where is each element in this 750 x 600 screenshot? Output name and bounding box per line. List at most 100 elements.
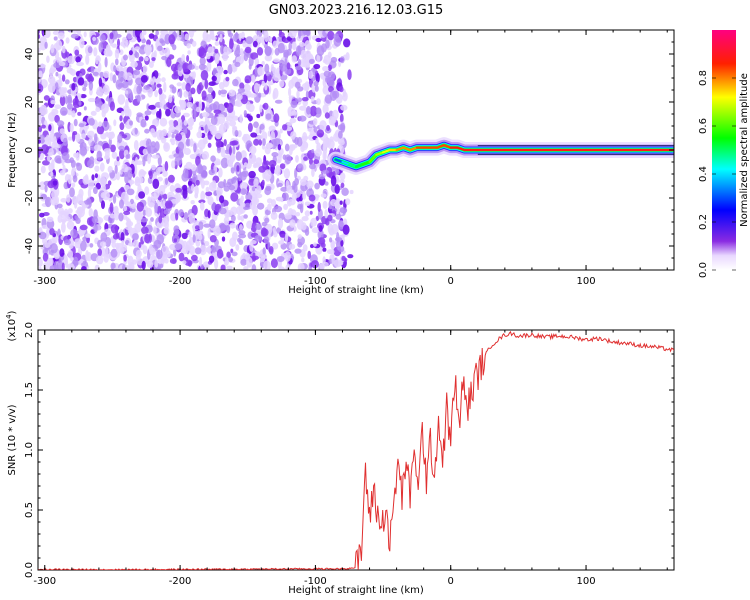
noise-speckle xyxy=(263,73,268,84)
noise-speckle xyxy=(287,109,292,117)
noise-speckle xyxy=(153,50,157,58)
noise-speckle xyxy=(317,229,324,240)
noise-speckle xyxy=(205,191,213,197)
noise-speckle xyxy=(71,168,75,177)
noise-speckle xyxy=(107,180,112,186)
noise-speckle xyxy=(122,264,126,270)
noise-speckle xyxy=(296,136,303,147)
noise-speckle xyxy=(38,112,42,123)
noise-speckle xyxy=(191,183,195,192)
noise-speckle xyxy=(324,112,330,119)
noise-speckle xyxy=(339,172,346,181)
noise-speckle xyxy=(38,266,42,270)
noise-speckle xyxy=(138,191,146,199)
noise-speckle xyxy=(169,258,177,264)
noise-speckle xyxy=(339,200,343,205)
noise-speckle xyxy=(215,139,222,148)
noise-speckle xyxy=(314,182,320,190)
signal-track-segment xyxy=(341,160,351,166)
noise-speckle xyxy=(269,37,273,43)
noise-speckle xyxy=(228,184,236,191)
noise-speckle xyxy=(314,85,319,92)
noise-speckle xyxy=(47,82,56,93)
noise-speckle xyxy=(248,63,252,70)
noise-speckle xyxy=(53,261,59,270)
noise-speckle xyxy=(165,108,171,117)
noise-speckle xyxy=(190,87,196,95)
noise-speckle xyxy=(256,47,264,56)
noise-speckle xyxy=(87,75,95,83)
noise-speckle xyxy=(322,169,329,174)
noise-speckle xyxy=(151,164,156,171)
noise-speckle xyxy=(98,42,104,53)
noise-speckle xyxy=(304,81,310,92)
noise-speckle xyxy=(288,243,296,250)
noise-speckle xyxy=(151,84,155,91)
noise-speckle xyxy=(105,44,111,53)
noise-speckle xyxy=(209,30,215,38)
noise-speckle xyxy=(330,175,337,187)
noise-speckle xyxy=(309,105,318,117)
signal-track-segment xyxy=(354,163,364,168)
noise-speckle xyxy=(92,36,97,42)
noise-speckle xyxy=(198,221,204,231)
noise-speckle xyxy=(123,205,128,212)
noise-speckle xyxy=(117,94,126,105)
noise-speckle xyxy=(263,236,270,245)
noise-speckle xyxy=(179,88,183,99)
noise-speckle xyxy=(95,107,101,113)
noise-speckle xyxy=(181,232,188,240)
noise-speckle xyxy=(93,47,98,57)
noise-speckle xyxy=(61,222,66,233)
noise-speckle xyxy=(313,80,319,87)
noise-speckle xyxy=(50,243,58,254)
noise-speckle xyxy=(243,53,249,62)
noise-speckle xyxy=(262,138,266,146)
noise-speckle xyxy=(255,157,263,167)
noise-speckle xyxy=(127,169,133,180)
noise-speckle xyxy=(228,257,233,263)
noise-speckle xyxy=(54,104,62,109)
noise-speckle xyxy=(278,31,285,38)
noise-speckle xyxy=(67,250,74,259)
noise-speckle xyxy=(143,44,152,54)
noise-speckle xyxy=(85,233,91,238)
noise-speckle xyxy=(168,94,173,104)
noise-speckle xyxy=(199,244,207,256)
noise-speckle xyxy=(178,209,184,217)
noise-speckle xyxy=(259,104,263,113)
noise-speckle xyxy=(304,201,311,207)
noise-speckle xyxy=(296,219,304,230)
noise-speckle xyxy=(284,213,292,220)
noise-speckle xyxy=(220,89,228,95)
noise-speckle xyxy=(347,254,354,259)
noise-speckle xyxy=(220,44,225,55)
noise-speckle xyxy=(214,258,219,270)
noise-speckle xyxy=(142,139,147,146)
noise-speckle xyxy=(322,138,330,148)
noise-speckle xyxy=(80,94,87,99)
noise-speckle xyxy=(121,110,125,117)
noise-speckle xyxy=(294,178,299,186)
noise-speckle xyxy=(310,96,315,102)
noise-speckle xyxy=(91,174,95,181)
noise-speckle xyxy=(322,256,326,265)
noise-speckle xyxy=(120,232,125,242)
noise-speckle xyxy=(327,214,333,222)
signal-track-segment xyxy=(395,146,405,152)
noise-speckle xyxy=(296,90,300,99)
snr-frame xyxy=(37,329,675,571)
noise-speckle xyxy=(341,187,349,196)
noise-speckle xyxy=(114,48,120,60)
noise-speckle xyxy=(173,228,180,236)
noise-speckle xyxy=(51,159,55,170)
noise-speckle xyxy=(262,247,266,255)
noise-speckle xyxy=(189,245,196,256)
noise-speckle xyxy=(230,248,234,254)
noise-speckle xyxy=(130,204,136,209)
noise-speckle xyxy=(109,202,114,214)
noise-speckle xyxy=(329,136,334,143)
noise-speckle xyxy=(288,79,295,89)
noise-speckle xyxy=(320,43,327,53)
